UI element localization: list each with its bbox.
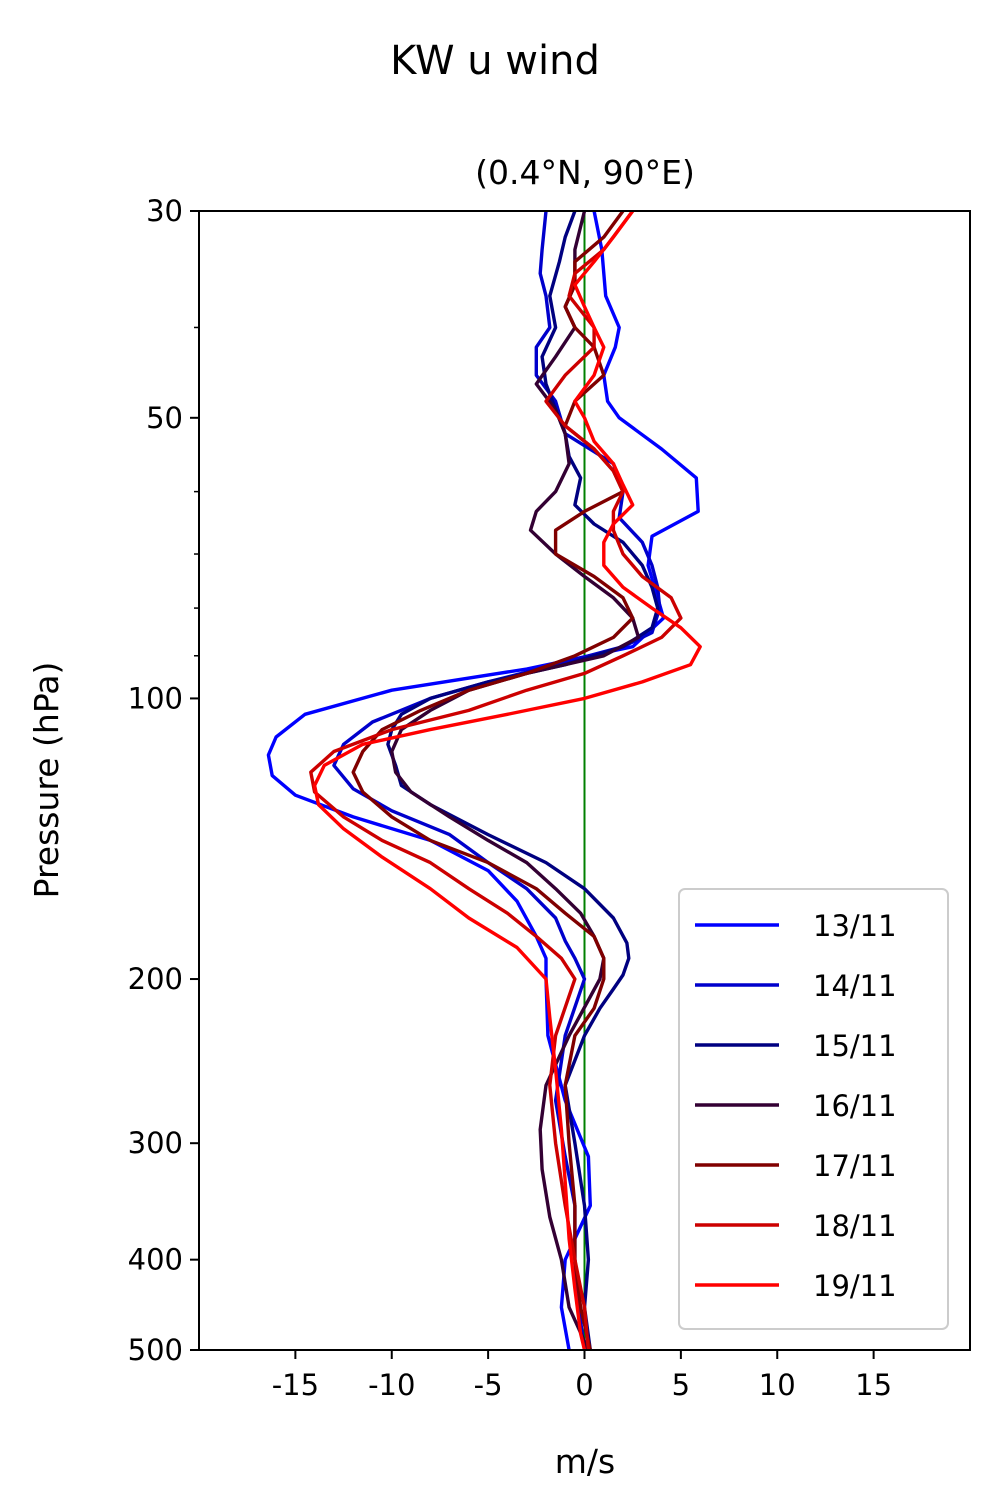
legend-label: 18/11 [813, 1209, 897, 1243]
y-tick-label: 200 [128, 962, 183, 996]
x-tick-label: 5 [672, 1368, 690, 1402]
legend-label: 14/11 [813, 969, 897, 1003]
x-tick-label: 10 [759, 1368, 796, 1402]
x-tick-label: 0 [575, 1368, 593, 1402]
legend-label: 19/11 [813, 1269, 897, 1303]
series-line-18-11 [309, 211, 683, 1350]
x-tick-label: -10 [368, 1368, 415, 1402]
legend-label: 13/11 [813, 909, 897, 943]
y-tick-label: 300 [128, 1126, 183, 1160]
series-line-17-11 [351, 211, 635, 1350]
y-tick-label: 30 [146, 194, 183, 228]
y-tick-label: 50 [146, 401, 183, 435]
legend-label: 16/11 [813, 1089, 897, 1123]
plot-area: -15 -10 -5 0 5 10 15 30 50 100 200 300 400 500 [128, 194, 971, 1402]
plot-subtitle: (0.4°N, 90°E) [475, 153, 695, 192]
legend-box [678, 888, 949, 1330]
chart-title: KW u wind [390, 38, 600, 84]
y-tick-label: 100 [128, 681, 183, 715]
y-axis-label: Pressure (hPa) [27, 662, 66, 899]
legend-label: 15/11 [813, 1029, 897, 1063]
series-line-19-11 [312, 211, 702, 1350]
series-line-16-11 [390, 211, 641, 1350]
x-tick-label: -15 [272, 1368, 319, 1402]
legend: 13/11 14/11 15/11 16/11 17/11 18/11 19/11 [678, 888, 949, 1330]
legend-label: 17/11 [813, 1149, 897, 1183]
x-tick-label: 15 [855, 1368, 892, 1402]
y-tick-label: 500 [128, 1333, 183, 1367]
y-tick-label: 400 [128, 1243, 183, 1277]
x-axis-label: m/s [555, 1442, 615, 1481]
series-line-13-11 [266, 211, 700, 1350]
x-tick-label: -5 [474, 1368, 503, 1402]
